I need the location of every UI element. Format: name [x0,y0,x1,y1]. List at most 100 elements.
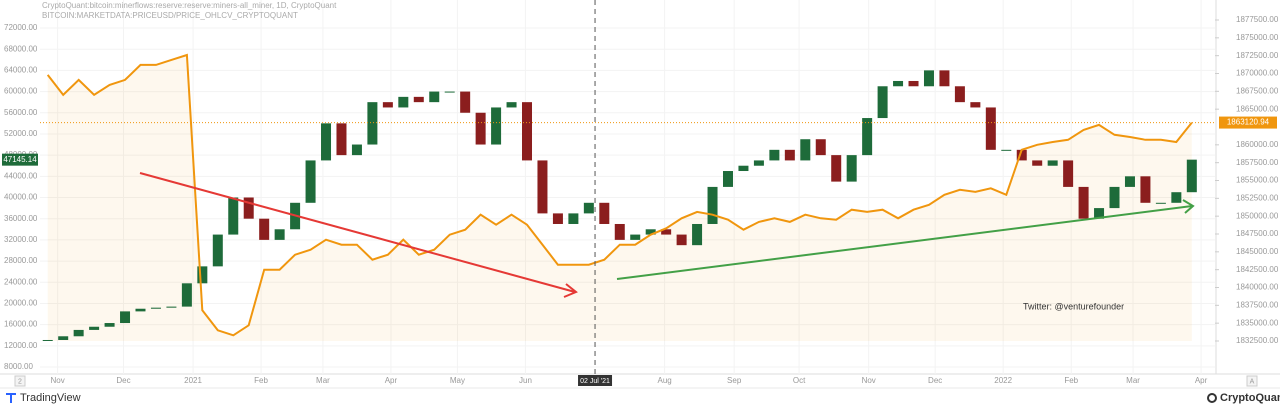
x-tick-label: Dec [116,376,130,385]
candle-body [89,326,100,330]
candle-body [305,160,316,203]
y-tick-label: 16000.00 [4,320,38,329]
candle-body [753,160,764,166]
chart-subtitle: BITCOIN:MARKETDATA:PRICEUSD/PRICE_OHLCV_… [42,11,298,20]
y2-tick-label: 1877500.00 [1236,15,1279,24]
y-tick-label: 44000.00 [4,171,38,180]
candle-body [42,339,53,341]
x-tick-label: Nov [51,376,65,385]
candle-body [599,202,610,224]
x-tick-label: Aug [657,376,671,385]
y-tick-label: 68000.00 [4,44,38,53]
crosshair-label: 02 Jul '21 [580,378,610,385]
x-tick-label: Jun [519,376,532,385]
candle-body [197,266,208,284]
price-tag-label: 47145.14 [3,155,37,164]
candle-body [1124,176,1135,187]
candle-body [491,107,502,145]
candle-body [475,112,486,145]
candle-body [351,144,362,156]
candle-body [800,139,811,161]
arrow-head [1182,199,1195,214]
value-tag-label: 1863120.94 [1227,118,1270,127]
x-tick-label: Apr [385,376,398,385]
y-tick-label: 56000.00 [4,108,38,117]
candle-body [58,336,69,340]
candle-body [707,186,718,224]
candle-body [522,102,533,161]
footer-right: CryptoQuant [1220,392,1280,404]
logo [1207,393,1217,403]
y2-tick-label: 1832500.00 [1236,336,1279,345]
candle-body [552,213,563,224]
candle-body [181,283,192,307]
candle-body [831,155,842,182]
y2-tick-label: 1870000.00 [1236,69,1279,78]
candle-body [676,234,687,246]
y2-tick-label: 1855000.00 [1236,176,1279,185]
candle-body [336,123,347,156]
candle-body [398,96,409,108]
candle-body [104,323,115,327]
candle-body [846,155,857,182]
x-tick-label: Nov [862,376,876,385]
candle-body [893,80,904,87]
x-tick-label: Sep [727,376,742,385]
candle-body [1001,149,1012,151]
x-tick-label: Feb [1064,376,1078,385]
candle-body [259,218,270,240]
candle-body [630,234,641,240]
y-tick-label: 64000.00 [4,65,38,74]
candle-body [583,202,594,214]
candle-body [692,223,703,246]
candle-body [1063,160,1074,187]
candle-body [661,229,672,235]
footer-left: TradingView [20,392,81,404]
trend-line-green [616,205,1193,280]
candle-body [877,86,888,119]
value-tag [1219,116,1277,129]
candle-body [985,107,996,150]
candle-body [413,96,424,103]
auto-scale-button[interactable] [1246,375,1258,387]
area-fill [47,55,1192,341]
x-tick-label: Mar [1126,376,1140,385]
candle-body [722,171,733,187]
annotation: Twitter: @venturefounder [1023,301,1124,311]
candle-body [1094,208,1105,219]
y-tick-label: 36000.00 [4,214,38,223]
y2-tick-label: 1835000.00 [1236,318,1279,327]
price-tag [2,153,38,166]
x-tick-label: 2022 [994,376,1012,385]
x-tick-label: May [450,376,465,385]
candle-body [645,229,656,235]
y2-tick-label: 1837500.00 [1236,300,1279,309]
candle-body [923,70,934,87]
x-tick-label: 2021 [184,376,202,385]
candle-body [460,91,471,113]
y-tick-label: 40000.00 [4,193,38,202]
grid [40,0,1215,374]
candle-body [321,123,332,161]
candle-body [1032,160,1043,166]
y2-tick-label: 1865000.00 [1236,104,1279,113]
button[interactable] [14,375,26,387]
candle-body [506,102,517,108]
y2-tick-label: 1845000.00 [1236,247,1279,256]
candle-body [568,213,579,224]
candle-body [537,160,548,214]
y2-tick-label: 1842500.00 [1236,265,1279,274]
chart-title: CryptoQuant:bitcoin:minerflows:reserve:r… [42,1,337,10]
button-label[interactable]: 2 [18,378,22,385]
y-tick-label: 28000.00 [4,256,38,265]
candle-body [954,86,965,103]
y-tick-label: 60000.00 [4,87,38,96]
candle-body [228,197,239,235]
candle-body [367,102,378,145]
candle-body [1186,159,1197,193]
y2-tick-label: 1840000.00 [1236,283,1279,292]
y-tick-label: 12000.00 [4,341,38,350]
button-label[interactable]: A [1250,378,1255,385]
y2-tick-label: 1852500.00 [1236,193,1279,202]
